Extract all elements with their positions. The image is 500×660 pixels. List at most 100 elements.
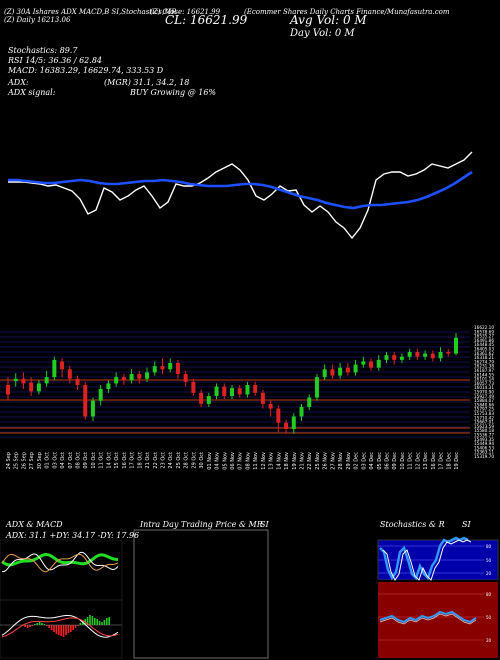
candle-body — [345, 367, 350, 373]
candle-body — [90, 400, 95, 417]
date-label: 18 Dec — [446, 452, 452, 470]
macd-line — [1, 614, 119, 638]
candle-body — [314, 377, 319, 398]
candle-body — [245, 385, 250, 395]
date-label: 16 Dec — [431, 452, 437, 470]
date-label: 03 Dec — [361, 452, 367, 470]
date-label: 16 Oct — [122, 452, 128, 469]
price-axis-label: 16318.21 — [474, 355, 494, 360]
close-big: CL: 16621.99 — [165, 13, 248, 27]
candle-body — [376, 359, 381, 368]
buy-signal: BUY Growing @ 16% — [130, 88, 217, 97]
date-label: 12 Nov — [261, 452, 267, 470]
date-label: 02 Dec — [354, 452, 360, 470]
candle-body — [137, 374, 142, 379]
daily-price: (Z) Daily 16213.06 — [4, 16, 71, 24]
macd-histogram-bar — [91, 616, 94, 625]
candle-body — [21, 378, 26, 384]
date-label: 29 Nov — [346, 452, 352, 470]
date-label: 09 Oct — [83, 452, 89, 469]
price-axis-label: 15493.35 — [474, 437, 494, 442]
candle-body — [423, 353, 428, 357]
date-label: 25 Nov — [315, 452, 321, 470]
candle-body — [106, 383, 111, 389]
macd-histogram-bar — [46, 625, 48, 626]
date-label: 10 Oct — [91, 452, 97, 469]
candle-body — [446, 352, 451, 354]
date-label: 19 Dec — [454, 452, 460, 470]
stoch-k-line — [379, 536, 469, 581]
macd-histogram-bar — [43, 624, 46, 625]
price-axis-label: 15580.18 — [474, 428, 494, 433]
date-label: 26 Nov — [323, 452, 329, 470]
date-label: 21 Nov — [300, 452, 306, 470]
macd-histogram-bar — [31, 625, 34, 626]
candle-body — [6, 385, 10, 395]
candle-body — [129, 374, 134, 381]
candle-body — [338, 367, 343, 376]
stoch-level-label: 20 — [486, 571, 492, 576]
date-label: 06 Dec — [384, 452, 390, 470]
date-label: 18 Nov — [284, 452, 290, 470]
date-label: 30 Oct — [199, 452, 205, 469]
stoch-gap — [378, 580, 498, 583]
candle-body — [237, 388, 242, 395]
macd-histogram-bar — [60, 625, 62, 636]
rsi-level-label: 50 — [486, 615, 492, 620]
candle-body — [322, 369, 327, 378]
date-label: 13 Dec — [423, 452, 429, 470]
candle-body — [67, 369, 72, 379]
date-label: 07 Oct — [68, 452, 74, 469]
date-label: 11 Dec — [408, 452, 414, 470]
price-axis-label: 15884.07 — [474, 398, 494, 403]
macd-histogram-bar — [36, 623, 38, 625]
stoch-panel-si: SI — [462, 520, 471, 529]
price-axis-label: 16014.31 — [474, 385, 494, 390]
date-label: 05 Dec — [377, 452, 383, 470]
macd-histogram-bar — [79, 623, 82, 625]
macd-histogram-bar — [103, 620, 106, 625]
candle-body — [75, 378, 80, 385]
date-label: 19 Nov — [292, 452, 298, 470]
candle-body — [392, 355, 397, 360]
price-axis-label: 15710.42 — [474, 415, 494, 420]
price-axis-label: 16231.38 — [474, 364, 494, 369]
macd-histogram-bar — [101, 622, 103, 625]
candle-body — [29, 382, 34, 392]
date-label: 07 Nov — [238, 452, 244, 470]
candle-body — [145, 372, 150, 379]
date-label: 22 Nov — [307, 452, 313, 470]
avg-volume: Avg Vol: 0 M — [290, 13, 367, 27]
adx-label: ADX: — [8, 78, 29, 87]
candle-body — [268, 403, 273, 409]
candle-body — [253, 385, 258, 393]
date-label: 04 Dec — [369, 452, 375, 470]
macd-histogram-bar — [58, 625, 60, 635]
candle-body — [291, 416, 296, 429]
rsi-level-label: 80 — [486, 592, 492, 597]
macd-histogram-bar — [96, 619, 98, 625]
price-axis-label: 16578.69 — [474, 329, 494, 334]
candle-body — [430, 353, 435, 359]
date-label: 08 Nov — [245, 452, 251, 470]
macd-histogram-bar — [89, 615, 91, 625]
candle-body — [152, 366, 157, 373]
candle-body — [36, 383, 41, 392]
mr-panel-title: Intra Day Trading Price & MR — [140, 520, 263, 529]
price-axis-label: 15970.90 — [474, 390, 494, 395]
price-axis-label: 16187.97 — [474, 368, 494, 373]
price-axis-label: 15406.53 — [474, 445, 494, 450]
date-label: 14 Nov — [276, 452, 282, 470]
macd-histogram-bar — [62, 625, 65, 637]
close-label: (Z) Close: 16621.99 — [150, 8, 221, 16]
candle-body — [369, 361, 374, 368]
candle-body — [307, 397, 312, 407]
candle-body — [199, 392, 204, 404]
macd-histogram-bar — [108, 617, 110, 625]
candle-body — [83, 385, 88, 417]
date-label: 24 Sep — [6, 452, 12, 469]
macd-histogram-bar — [48, 625, 50, 628]
price-axis-label: 15319.70 — [474, 454, 494, 459]
